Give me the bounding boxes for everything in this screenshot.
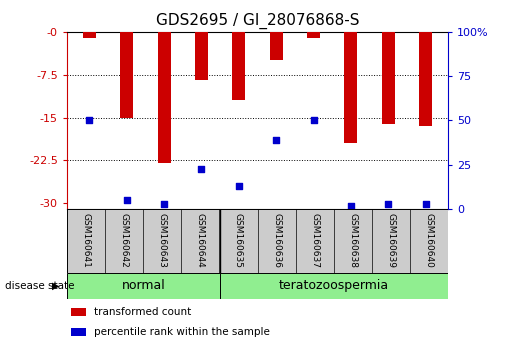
Text: GSM160635: GSM160635 [234, 213, 243, 268]
Bar [270, 32, 283, 61]
Text: teratozoospermia: teratozoospermia [279, 279, 389, 292]
Point [85, 118, 94, 123]
Text: GSM160643: GSM160643 [158, 213, 167, 268]
Text: GSM160642: GSM160642 [119, 213, 129, 268]
Text: transformed count: transformed count [94, 307, 191, 317]
Point [384, 201, 392, 207]
FancyBboxPatch shape [67, 209, 448, 273]
Text: GSM160640: GSM160640 [424, 213, 434, 268]
Bar [83, 32, 96, 38]
FancyBboxPatch shape [67, 273, 220, 299]
Point [235, 183, 243, 189]
Bar [382, 32, 395, 124]
Bar [232, 32, 245, 101]
Point [123, 198, 131, 203]
Text: percentile rank within the sample: percentile rank within the sample [94, 327, 269, 337]
Text: GSM160644: GSM160644 [196, 213, 205, 268]
Bar [307, 32, 320, 38]
Point [160, 201, 168, 207]
Bar [345, 32, 357, 143]
Text: disease state: disease state [5, 281, 75, 291]
Point [421, 201, 430, 207]
Bar [71, 308, 86, 316]
FancyBboxPatch shape [220, 273, 448, 299]
Bar [71, 328, 86, 336]
Text: GSM160639: GSM160639 [386, 213, 396, 268]
Text: ▶: ▶ [52, 281, 59, 291]
Title: GDS2695 / GI_28076868-S: GDS2695 / GI_28076868-S [156, 13, 359, 29]
Point [310, 118, 318, 123]
Point [347, 203, 355, 209]
Text: GSM160641: GSM160641 [81, 213, 91, 268]
Text: GSM160637: GSM160637 [310, 213, 319, 268]
Bar [195, 32, 208, 80]
Bar [419, 32, 432, 126]
Bar [158, 32, 170, 163]
Point [272, 137, 280, 143]
Bar [120, 32, 133, 118]
Text: normal: normal [122, 279, 165, 292]
Point [197, 166, 205, 172]
Text: GSM160636: GSM160636 [272, 213, 281, 268]
Text: GSM160638: GSM160638 [348, 213, 357, 268]
